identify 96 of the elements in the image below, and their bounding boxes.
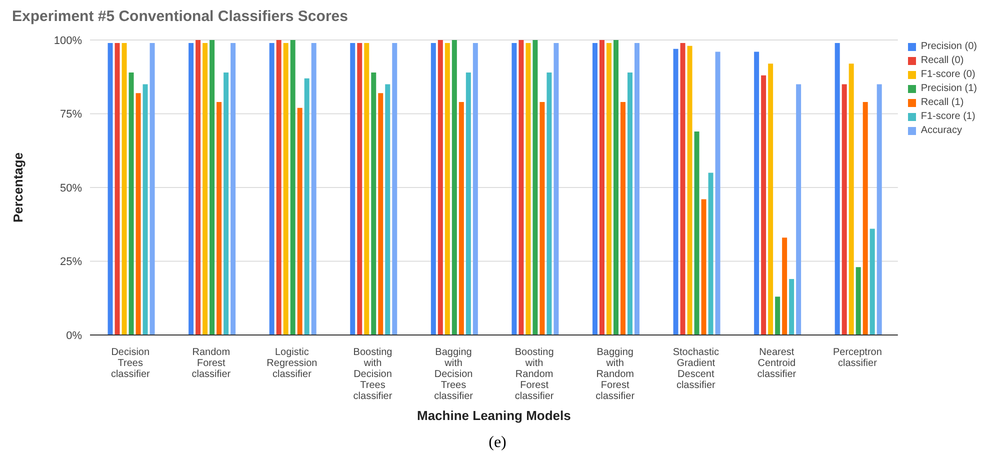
x-tick-label: Boosting with Random Forest classifier bbox=[514, 347, 554, 402]
bar bbox=[627, 72, 632, 335]
bar bbox=[290, 40, 296, 335]
x-tick-label: Boosting with Decision Trees classifier bbox=[353, 347, 393, 402]
bar bbox=[371, 72, 376, 335]
bar bbox=[392, 42, 398, 335]
bar bbox=[870, 228, 875, 335]
bar bbox=[546, 72, 552, 335]
x-axis-title: Machine Leaning Models bbox=[417, 408, 571, 423]
x-tick-label: Bagging with Decision Trees classifier bbox=[434, 347, 474, 402]
bar bbox=[848, 64, 854, 335]
legend-label: F1-score (0) bbox=[920, 68, 976, 82]
bar bbox=[142, 84, 148, 335]
bar bbox=[592, 42, 598, 335]
legend-label: Recall (0) bbox=[920, 54, 964, 68]
legend-label: Accuracy bbox=[920, 124, 962, 138]
bar bbox=[606, 42, 612, 335]
y-axis-title: Percentage bbox=[10, 152, 26, 223]
text: (e) bbox=[488, 434, 508, 452]
x-tick-label: Nearest Centroid classifier bbox=[757, 347, 797, 380]
bar bbox=[136, 93, 141, 335]
bar bbox=[276, 40, 282, 335]
x-tick-label: Perceptron classifier bbox=[833, 347, 882, 369]
bar bbox=[694, 131, 700, 335]
bar bbox=[782, 238, 788, 335]
bar bbox=[634, 42, 640, 335]
bar bbox=[452, 40, 457, 335]
bar bbox=[196, 40, 201, 335]
bar bbox=[768, 64, 774, 335]
x-tick-label: Stochastic Gradient Descent classifier bbox=[672, 347, 719, 391]
bar bbox=[364, 42, 370, 335]
bar bbox=[512, 42, 517, 335]
bar bbox=[283, 42, 288, 335]
bar bbox=[796, 84, 802, 335]
bar bbox=[438, 40, 443, 335]
x-tick-label: Logistic Regression classifier bbox=[266, 347, 318, 380]
bar bbox=[122, 42, 127, 335]
y-tick-label: 100% bbox=[54, 34, 82, 47]
bar bbox=[673, 48, 678, 335]
bar bbox=[680, 42, 686, 335]
bar bbox=[128, 72, 134, 335]
bar bbox=[188, 42, 194, 335]
bar bbox=[385, 84, 390, 335]
bar bbox=[518, 40, 524, 335]
bar bbox=[114, 42, 120, 335]
y-tick-label: 50% bbox=[60, 182, 82, 194]
bar bbox=[599, 40, 604, 335]
bar bbox=[754, 52, 760, 335]
bar bbox=[687, 46, 692, 335]
legend-label: F1-score (1) bbox=[920, 110, 976, 124]
bar bbox=[472, 42, 478, 335]
bar bbox=[620, 102, 626, 335]
y-tick-label: 75% bbox=[60, 108, 82, 121]
bar bbox=[230, 42, 236, 335]
bar bbox=[458, 102, 464, 335]
bar bbox=[304, 78, 310, 335]
bar bbox=[862, 102, 868, 335]
bar bbox=[210, 40, 215, 335]
bar bbox=[202, 42, 208, 335]
bar bbox=[378, 93, 384, 335]
bar bbox=[613, 40, 618, 335]
bar bbox=[311, 42, 316, 335]
bar bbox=[526, 42, 531, 335]
bar bbox=[856, 267, 861, 335]
y-tick-label: 25% bbox=[60, 256, 82, 268]
bar bbox=[842, 84, 847, 335]
bar bbox=[216, 102, 222, 335]
bar bbox=[466, 72, 471, 335]
bar bbox=[297, 108, 302, 335]
bar bbox=[108, 42, 113, 335]
x-tick-label: Random Forest classifier bbox=[192, 347, 232, 380]
bar bbox=[554, 42, 559, 335]
bar bbox=[761, 75, 766, 335]
bar bbox=[430, 42, 436, 335]
bar bbox=[701, 199, 706, 335]
bar bbox=[715, 52, 720, 335]
bar bbox=[775, 296, 780, 335]
legend-label: Precision (1) bbox=[920, 82, 977, 96]
bar bbox=[357, 42, 362, 335]
x-tick-label: Decision Trees classifier bbox=[110, 347, 151, 380]
bar bbox=[789, 278, 794, 335]
bar bbox=[708, 172, 714, 335]
bar bbox=[532, 40, 538, 335]
bar bbox=[224, 72, 229, 335]
chart-title: Experiment #5 Conventional Classifiers Scores bbox=[11, 8, 349, 27]
bar bbox=[834, 42, 840, 335]
bar bbox=[444, 42, 450, 335]
bar bbox=[540, 102, 545, 335]
bar bbox=[150, 42, 155, 335]
legend-label: Precision (0) bbox=[920, 40, 977, 54]
x-tick-label: Bagging with Random Forest classifier bbox=[596, 347, 636, 402]
y-tick-label: 0% bbox=[66, 330, 82, 342]
bar bbox=[269, 42, 274, 335]
bar bbox=[350, 42, 356, 335]
legend-label: Recall (1) bbox=[920, 96, 964, 110]
bar bbox=[876, 84, 882, 335]
